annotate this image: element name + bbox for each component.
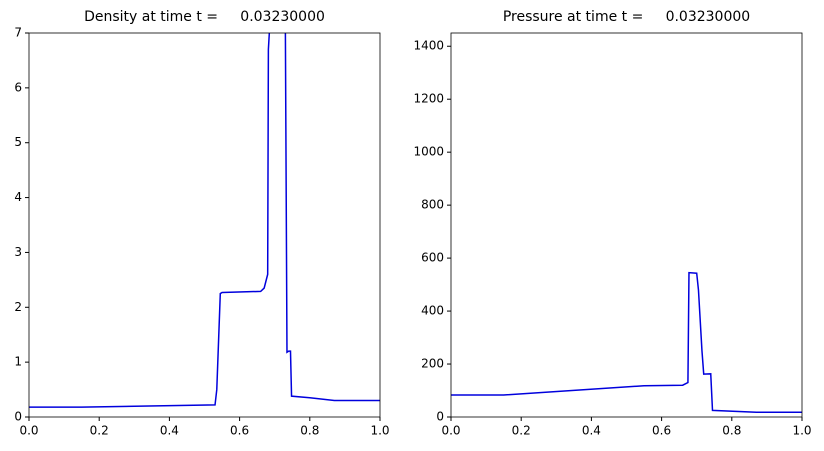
line bbox=[29, 33, 380, 408]
y-tick-label: 1200 bbox=[413, 92, 444, 106]
y-tick-label: 4 bbox=[14, 190, 22, 204]
y-tick-label: 800 bbox=[421, 198, 444, 212]
x-tick-label: 0.8 bbox=[722, 424, 741, 438]
line bbox=[451, 271, 802, 413]
x-tick-label: 1.0 bbox=[792, 424, 811, 438]
y-tick-label: 1400 bbox=[413, 39, 444, 53]
y-tick-label: 1000 bbox=[413, 145, 444, 159]
x-tick-label: 0.2 bbox=[512, 424, 531, 438]
y-tick-label: 6 bbox=[14, 80, 22, 94]
x-tick-label: 0.2 bbox=[90, 424, 109, 438]
x-tick-label: 0.8 bbox=[300, 424, 319, 438]
y-tick-label: 0 bbox=[436, 410, 444, 424]
y-tick-label: 600 bbox=[421, 251, 444, 265]
chart-title: Density at time t = 0.03230000 bbox=[84, 9, 325, 25]
x-tick-label: 0.6 bbox=[230, 424, 249, 438]
y-tick-label: 400 bbox=[421, 304, 444, 318]
x-tick-label: 0.4 bbox=[582, 424, 601, 438]
chart-title: Pressure at time t = 0.03230000 bbox=[503, 9, 750, 25]
y-tick-label: 0 bbox=[14, 410, 22, 424]
y-tick-label: 1 bbox=[14, 355, 22, 369]
axes-frame bbox=[450, 32, 803, 418]
x-tick-label: 1.0 bbox=[370, 424, 389, 438]
y-tick-label: 7 bbox=[14, 26, 22, 40]
y-tick-label: 2 bbox=[14, 300, 22, 314]
x-tick-label: 0.4 bbox=[160, 424, 179, 438]
y-tick-label: 5 bbox=[14, 135, 22, 149]
y-tick-label: 3 bbox=[14, 245, 22, 259]
x-tick-label: 0.6 bbox=[652, 424, 671, 438]
x-tick-label: 0.0 bbox=[441, 424, 460, 438]
x-tick-label: 0.0 bbox=[19, 424, 38, 438]
y-tick-label: 200 bbox=[421, 357, 444, 371]
axes-frame bbox=[28, 32, 381, 418]
